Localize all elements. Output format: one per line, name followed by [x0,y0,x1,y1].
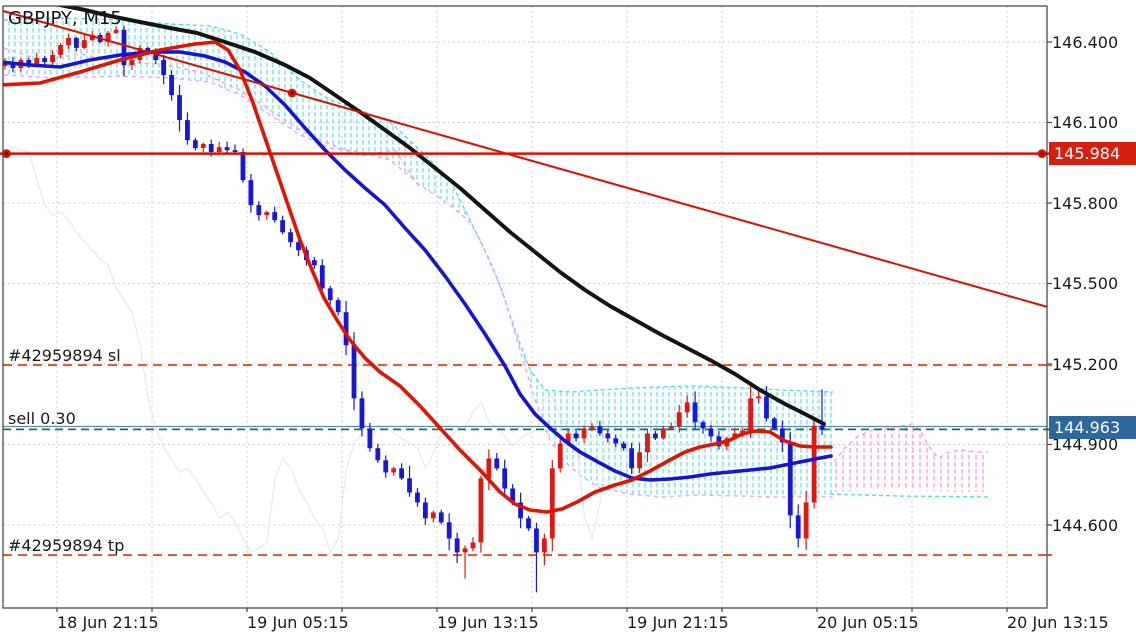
time-axis-label: 18 Jun 21:15 [57,613,159,632]
price-axis-label: 146.100 [1052,113,1119,133]
time-axis-label: 20 Jun 05:15 [817,613,919,632]
hline-price-badge: 145.984 [1049,142,1136,166]
price-axis-label: 145.800 [1052,193,1119,213]
take-profit-label[interactable]: #42959894 tp [8,536,125,555]
time-axis-label: 20 Jun 13:15 [1007,613,1109,632]
symbol-timeframe-title: GBPJPY, M15 [8,8,122,29]
time-axis-label: 19 Jun 21:15 [627,613,729,632]
time-axis-label: 19 Jun 13:15 [437,613,539,632]
price-axis-label: 144.600 [1052,515,1119,535]
open-position-label[interactable]: sell 0.30 [8,409,76,428]
time-axis-label: 19 Jun 05:15 [247,613,349,632]
price-axis-label: 145.500 [1052,274,1119,294]
price-axis-label: 145.200 [1052,354,1119,374]
current-price-badge: 144.963 [1049,416,1136,440]
price-axis-label: 144.900 [1052,435,1119,455]
stop-loss-label[interactable]: #42959894 sl [8,346,121,365]
price-axis-label: 146.400 [1052,33,1119,52]
